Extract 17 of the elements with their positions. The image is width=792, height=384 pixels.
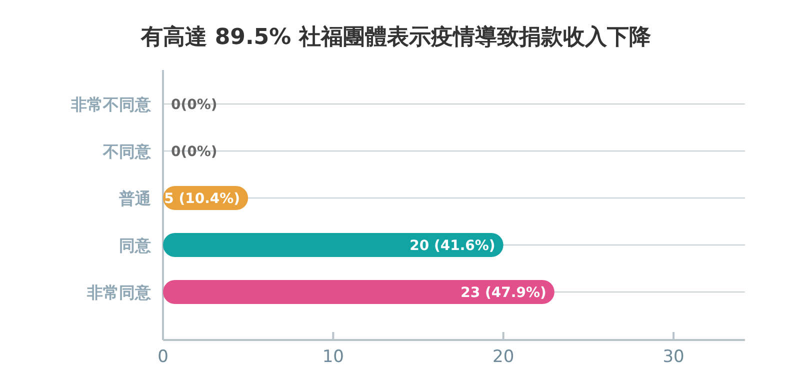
y-tick-label: 同意 [119,236,152,255]
data-label: 20 (41.6%) [410,238,496,254]
data-label: 0(0%) [171,144,218,160]
data-label: 23 (47.9%) [460,285,546,301]
x-tick-label: 0 [158,347,168,367]
y-tick-label: 非常同意 [86,283,152,302]
chart-title: 有高達 89.5% 社福團體表示疫情導致捐款收入下降 [140,24,652,50]
x-tick-label: 30 [662,347,684,367]
data-label: 5 (10.4%) [164,191,240,207]
bar [163,280,554,304]
data-label: 0(0%) [171,97,218,113]
x-tick-label: 10 [322,347,344,367]
bar [163,233,504,257]
x-tick-label: 20 [492,347,514,367]
y-tick-label: 非常不同意 [70,95,152,114]
y-tick-label: 普通 [118,189,152,208]
y-tick-label: 不同意 [102,142,152,161]
